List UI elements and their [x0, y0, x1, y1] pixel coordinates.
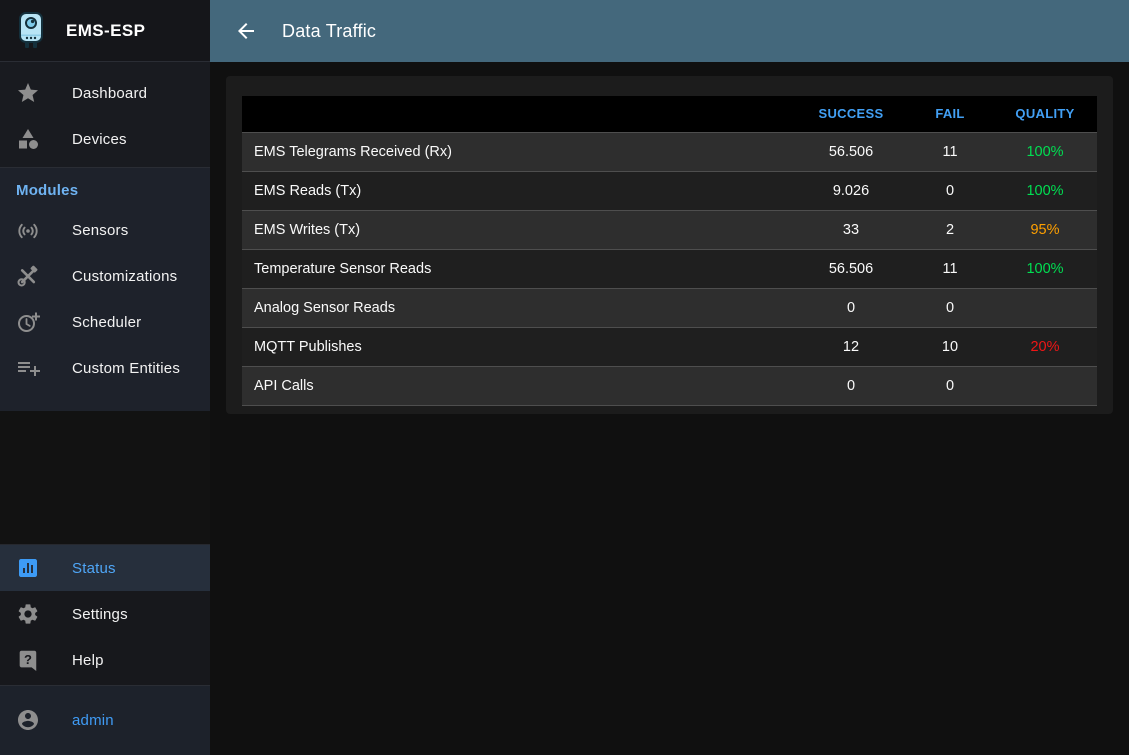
gear-icon: [16, 602, 40, 626]
cell-success: 0: [795, 366, 907, 406]
sensors-icon: [16, 218, 40, 242]
appbar: Data Traffic: [210, 0, 1129, 62]
row-label: EMS Writes (Tx): [242, 210, 795, 250]
cell-fail: 0: [907, 366, 993, 406]
table-row: EMS Writes (Tx) 33 2 95%: [242, 210, 1097, 250]
sidebar-item-label: Customizations: [72, 267, 178, 285]
sidebar-section-main: Dashboard Devices: [0, 62, 210, 167]
sidebar-item-label: Status: [72, 559, 116, 577]
table-row: MQTT Publishes 12 10 20%: [242, 327, 1097, 367]
cell-fail: 2: [907, 210, 993, 250]
sidebar-item-label: Sensors: [72, 221, 129, 239]
cell-success: 56.506: [795, 132, 907, 172]
sidebar-item-label: Custom Entities: [72, 359, 181, 377]
sidebar-section-modules: Modules Sensors: [0, 167, 210, 411]
page-title: Data Traffic: [282, 20, 377, 41]
cell-fail: 10: [907, 327, 993, 367]
cell-quality: 95%: [993, 210, 1097, 250]
cell-success: 56.506: [795, 249, 907, 289]
app-title: EMS-ESP: [66, 20, 146, 40]
ems-esp-boiler-logo-icon: [16, 11, 46, 48]
sidebar-section-user: admin: [0, 685, 210, 755]
content-area: SUCCESS FAIL QUALITY EMS Telegrams Recei…: [210, 62, 1129, 755]
sidebar-item-settings[interactable]: Settings: [0, 591, 210, 637]
cell-fail: 11: [907, 132, 993, 172]
column-header-quality: QUALITY: [993, 96, 1097, 133]
main-area: Data Traffic SUCCESS FAIL QUALITY: [210, 0, 1129, 755]
cell-fail: 11: [907, 249, 993, 289]
star-icon: [16, 81, 40, 105]
cell-success: 12: [795, 327, 907, 367]
modules-section-title: Modules: [16, 182, 79, 199]
row-label: EMS Reads (Tx): [242, 171, 795, 211]
sidebar-item-devices[interactable]: Devices: [0, 116, 210, 162]
data-traffic-card: SUCCESS FAIL QUALITY EMS Telegrams Recei…: [226, 76, 1113, 414]
column-header-fail: FAIL: [907, 96, 993, 133]
row-label: MQTT Publishes: [242, 327, 795, 367]
back-arrow-icon[interactable]: [234, 19, 258, 43]
column-header-empty: [242, 96, 795, 133]
bar-chart-icon: [16, 556, 40, 580]
cell-fail: 0: [907, 171, 993, 211]
sidebar-item-custom-entities[interactable]: Custom Entities: [0, 345, 210, 391]
cell-success: 0: [795, 288, 907, 328]
sidebar-item-status[interactable]: Status: [0, 545, 210, 591]
table-row: Analog Sensor Reads 0 0: [242, 288, 1097, 328]
cell-quality: [993, 288, 1097, 328]
sidebar-item-label: Scheduler: [72, 313, 142, 331]
sidebar-item-scheduler[interactable]: Scheduler: [0, 299, 210, 345]
app-logo-row: EMS-ESP: [0, 0, 210, 62]
table-header-row: SUCCESS FAIL QUALITY: [242, 96, 1097, 133]
row-label: EMS Telegrams Received (Rx): [242, 132, 795, 172]
row-label: Temperature Sensor Reads: [242, 249, 795, 289]
cell-success: 33: [795, 210, 907, 250]
sidebar-item-sensors[interactable]: Sensors: [0, 207, 210, 253]
sidebar-spacer: [0, 411, 210, 544]
svg-text:?: ?: [24, 652, 32, 667]
cell-quality: 100%: [993, 249, 1097, 289]
sidebar-item-admin-user[interactable]: admin: [0, 697, 210, 743]
tools-icon: [16, 264, 40, 288]
sidebar-item-help[interactable]: ? Help: [0, 637, 210, 683]
cell-quality: 100%: [993, 171, 1097, 211]
sidebar-item-label: Devices: [72, 130, 127, 148]
sidebar-section-bottom: Status Settings ? Help: [0, 544, 210, 685]
category-icon: [16, 127, 40, 151]
cell-fail: 0: [907, 288, 993, 328]
table-row: EMS Telegrams Received (Rx) 56.506 11 10…: [242, 132, 1097, 172]
table-row: Temperature Sensor Reads 56.506 11 100%: [242, 249, 1097, 289]
account-circle-icon: [16, 708, 40, 732]
sidebar-item-label: Settings: [72, 605, 128, 623]
data-traffic-table: SUCCESS FAIL QUALITY EMS Telegrams Recei…: [242, 96, 1097, 406]
clock-plus-icon: [16, 310, 40, 334]
sidebar: EMS-ESP Dashboard Devices: [0, 0, 210, 755]
help-icon: ?: [16, 648, 40, 672]
sidebar-item-label: Dashboard: [72, 84, 148, 102]
sidebar-item-customizations[interactable]: Customizations: [0, 253, 210, 299]
row-label: Analog Sensor Reads: [242, 288, 795, 328]
username-label: admin: [72, 711, 114, 729]
table-row: EMS Reads (Tx) 9.026 0 100%: [242, 171, 1097, 211]
cell-quality: [993, 366, 1097, 406]
sidebar-item-label: Help: [72, 651, 104, 669]
cell-quality: 20%: [993, 327, 1097, 367]
column-header-success: SUCCESS: [795, 96, 907, 133]
sidebar-item-dashboard[interactable]: Dashboard: [0, 70, 210, 116]
playlist-add-icon: [16, 356, 40, 380]
cell-quality: 100%: [993, 132, 1097, 172]
cell-success: 9.026: [795, 171, 907, 211]
row-label: API Calls: [242, 366, 795, 406]
table-row: API Calls 0 0: [242, 366, 1097, 406]
